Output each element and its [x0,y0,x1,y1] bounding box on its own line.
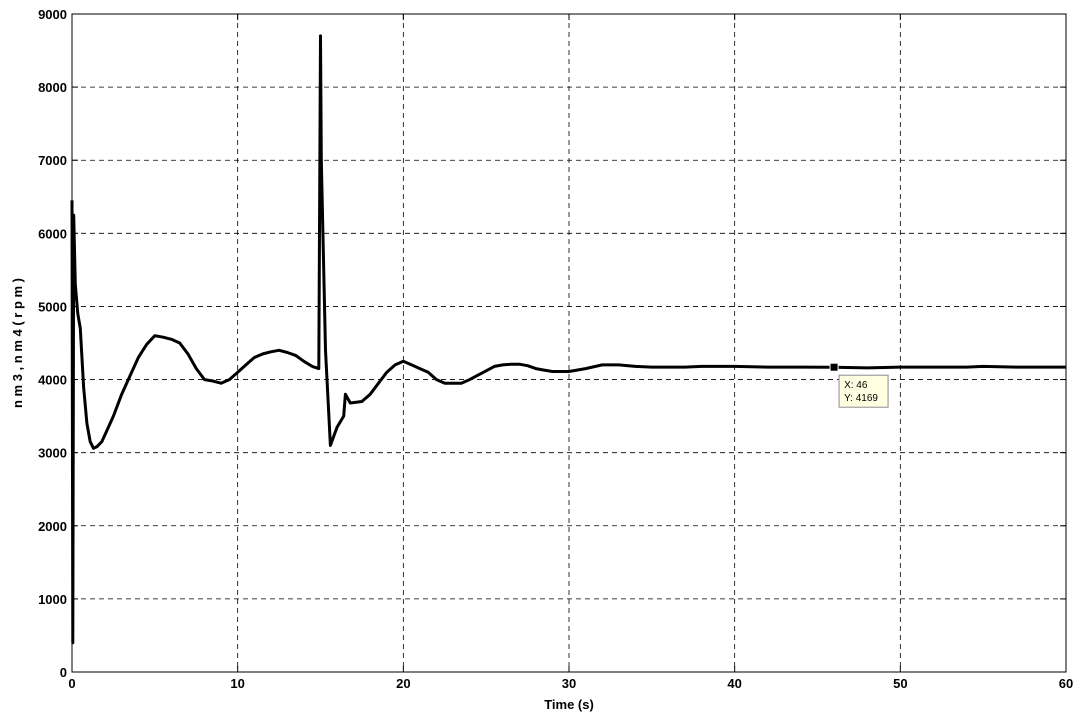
x-tick-labels: 0 10 20 30 40 50 60 [68,676,1073,691]
datatip-label: X: 46 [844,380,868,391]
y-tick-label: 0 [60,665,67,680]
x-tick-label: 20 [396,676,410,691]
x-tick-label: 50 [893,676,907,691]
datatip-label: Y: 4169 [844,393,878,404]
y-tick-label: 7000 [38,153,67,168]
grid-lines [72,14,1066,672]
y-tick-label: 1000 [38,592,67,607]
x-tick-label: 0 [68,676,75,691]
x-tick-label: 60 [1059,676,1073,691]
datatip-marker[interactable] [829,362,839,372]
y-tick-label: 3000 [38,446,67,461]
y-tick-label: 2000 [38,519,67,534]
y-tick-label: 6000 [38,226,67,241]
y-tick-labels: 0 1000 2000 3000 4000 5000 6000 7000 8000 9000 [38,7,67,680]
y-tick-label: 8000 [38,80,67,95]
x-axis-label: Time (s) [544,697,594,712]
tick-marks [71,13,1067,673]
y-axis-label: n m 3 , n m 4 ( r p m ) [10,278,25,408]
datatip[interactable]: X: 46 Y: 4169 [829,362,889,408]
datatip-box [838,374,889,408]
series-line-0 [70,34,1066,645]
x-tick-label: 40 [727,676,741,691]
y-tick-label: 4000 [38,373,67,388]
plot-line-group [70,34,1066,645]
y-tick-label: 5000 [38,299,67,314]
x-tick-label: 30 [562,676,576,691]
y-tick-label: 9000 [38,7,67,22]
x-tick-label: 10 [230,676,244,691]
